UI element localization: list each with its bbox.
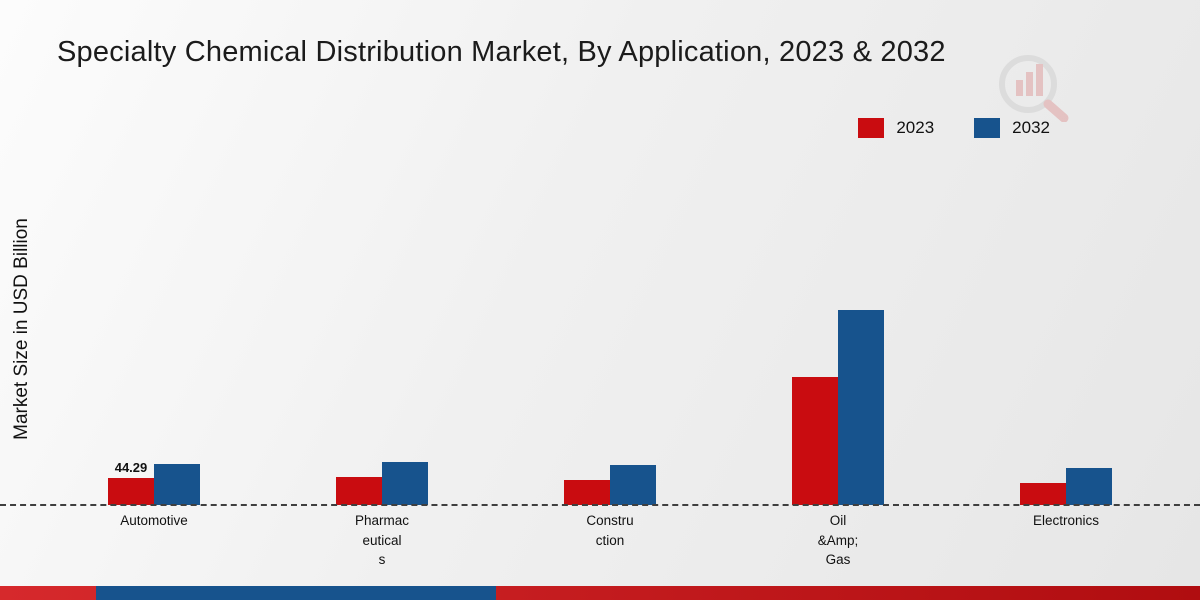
bar-2032-4 [1066, 468, 1112, 505]
legend: 2023 2032 [858, 118, 1050, 138]
bar-2023-4 [1020, 483, 1066, 505]
category-label-3: Oil &Amp; Gas [817, 513, 859, 568]
chart-title: Specialty Chemical Distribution Market, … [57, 36, 946, 68]
bar-2032-1 [382, 462, 428, 505]
plot-area: 44.29 [40, 240, 1180, 505]
category-label-1: Pharmac eutical s [354, 513, 410, 568]
bar-2023-3 [792, 377, 838, 505]
y-axis-label: Market Size in USD Billion [11, 218, 32, 440]
bar-2032-3 [838, 310, 884, 505]
bar-2032-0 [154, 464, 200, 505]
bar-group-3 [792, 310, 884, 505]
legend-swatch-2023 [858, 118, 885, 138]
bar-group-1 [336, 462, 428, 505]
x-axis-labels: Automotive Pharmac eutical s Constru ction Oil… [40, 511, 1180, 570]
bar-2023-2 [564, 480, 610, 505]
logo-watermark-icon [999, 55, 1069, 122]
bar-2023-1 [336, 477, 382, 505]
legend-label-2023: 2023 [896, 118, 935, 137]
footer-bar-blue [96, 586, 496, 600]
bar-group-0: 44.29 [108, 460, 200, 505]
legend-item-2023: 2023 [858, 118, 934, 138]
legend-swatch-2032 [974, 118, 1001, 138]
bar-value-label: 44.29 [114, 460, 148, 475]
legend-item-2032: 2032 [974, 118, 1050, 138]
legend-label-2032: 2032 [1012, 118, 1050, 137]
bar-group-2 [564, 465, 656, 505]
x-axis-baseline [0, 504, 1200, 506]
category-label-4: Electronics [1032, 513, 1100, 528]
category-label-2: Constru ction [586, 513, 634, 548]
bar-2032-2 [610, 465, 656, 505]
bar-2023-0: 44.29 [108, 460, 154, 505]
bar-group-4 [1020, 468, 1112, 505]
category-label-0: Automotive [120, 513, 188, 528]
